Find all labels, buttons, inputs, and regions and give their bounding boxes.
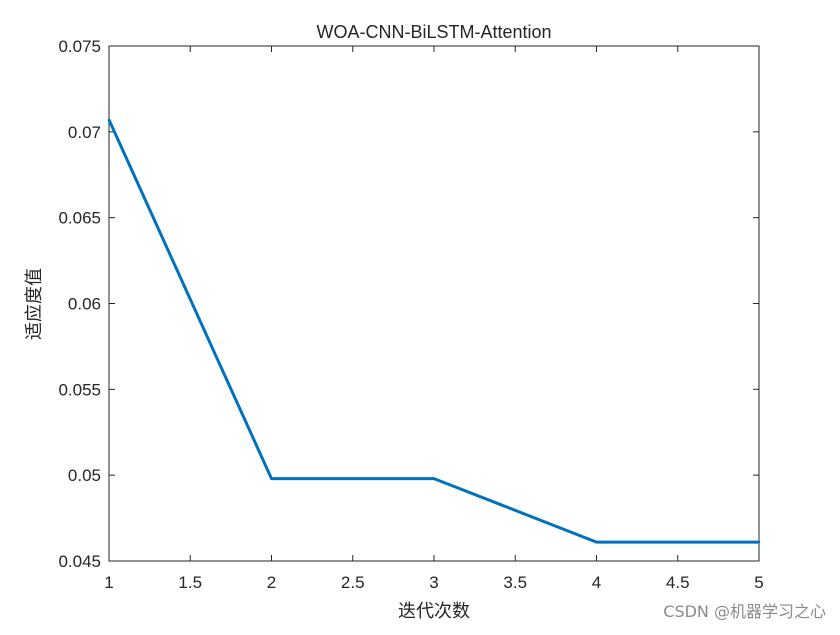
x-tick-label: 3.5 (503, 573, 527, 592)
x-tick-label: 3 (429, 573, 438, 592)
y-axis-ticks: 0.045 0.05 0.055 0.06 0.065 0.07 0.075 (58, 37, 759, 571)
plot-frame (108, 45, 760, 562)
x-tick-label: 1.5 (178, 573, 202, 592)
data-point (595, 540, 598, 544)
chart-title: WOA-CNN-BiLSTM-Attention (316, 22, 551, 42)
y-tick-label: 0.055 (58, 380, 101, 399)
x-tick-label: 2.5 (341, 573, 365, 592)
y-tick-label: 0.05 (68, 466, 101, 485)
x-tick-label: 1 (104, 573, 113, 592)
plot-area-frame (108, 45, 760, 562)
y-axis-label: 适应度值 (24, 268, 44, 340)
y-tick-label: 0.065 (58, 209, 101, 228)
data-point (270, 477, 273, 480)
x-tick-label: 4.5 (666, 573, 690, 592)
data-point (107, 118, 111, 122)
y-tick-label: 0.06 (68, 295, 101, 314)
y-tick-label: 0.07 (68, 123, 101, 142)
x-tick-label: 5 (754, 573, 763, 592)
x-axis-label: 迭代次数 (398, 601, 470, 621)
watermark: CSDN @机器学习之心 (663, 602, 826, 621)
x-tick-label: 4 (592, 573, 601, 592)
series-group (107, 118, 761, 544)
x-axis-ticks: 1 1.5 2 2.5 3 3.5 4 4.5 5 (104, 46, 764, 592)
y-tick-label: 0.075 (58, 37, 101, 56)
x-tick-label: 2 (267, 573, 276, 592)
data-point (432, 477, 436, 480)
y-tick-label: 0.045 (58, 552, 101, 571)
data-point (757, 540, 761, 544)
